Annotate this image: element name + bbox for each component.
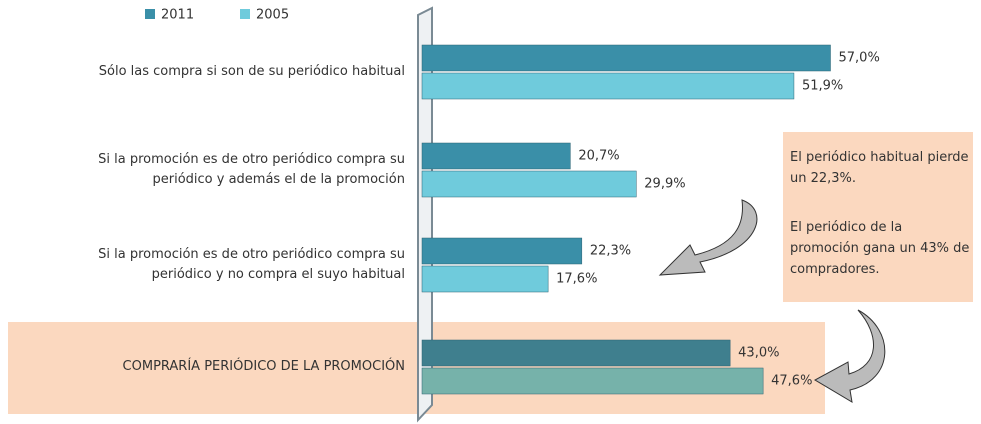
arrow <box>813 309 886 403</box>
legend-label: 2011 <box>161 8 194 23</box>
value-label: 47,6% <box>771 374 812 389</box>
note-box <box>783 132 973 302</box>
legend-swatch <box>240 9 250 19</box>
category-label: Si la promoción es de otro periódico com… <box>98 152 405 187</box>
category-label: Si la promoción es de otro periódico com… <box>98 247 405 282</box>
bar <box>421 237 583 265</box>
legend-label: 2005 <box>256 8 289 23</box>
bar <box>421 142 571 170</box>
bar <box>421 265 549 293</box>
bar <box>421 170 637 198</box>
value-label: 17,6% <box>556 272 597 287</box>
arrow <box>658 199 758 276</box>
value-label: 20,7% <box>578 149 619 164</box>
value-label: 22,3% <box>590 244 631 259</box>
annotation: El periódico de la promoción gana un 43%… <box>790 220 970 277</box>
value-label: 43,0% <box>738 346 779 361</box>
value-label: 57,0% <box>839 51 880 66</box>
legend-swatch <box>145 9 155 19</box>
annotation: El periódico habitual pierde un 22,3%. <box>790 150 969 186</box>
value-label: 51,9% <box>802 79 843 94</box>
category-label: COMPRARÍA PERIÓDICO DE LA PROMOCIÓN <box>122 359 405 374</box>
bar <box>421 367 764 395</box>
bar <box>421 72 795 100</box>
value-label: 29,9% <box>644 177 685 192</box>
axis-wall <box>417 6 433 423</box>
bar <box>421 44 831 72</box>
bar <box>421 339 731 367</box>
category-label: Sólo las compra si son de su periódico h… <box>98 64 405 79</box>
